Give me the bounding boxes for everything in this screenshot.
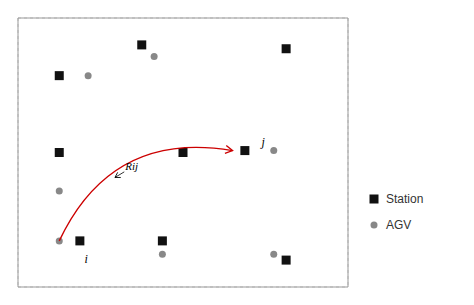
svg-text:i: i: [84, 252, 87, 266]
svg-text:Rij: Rij: [124, 160, 138, 172]
html-text:Station: Station: [386, 192, 424, 207]
svg-text:j: j: [259, 135, 265, 149]
html-text:AGV: AGV: [386, 218, 412, 233]
